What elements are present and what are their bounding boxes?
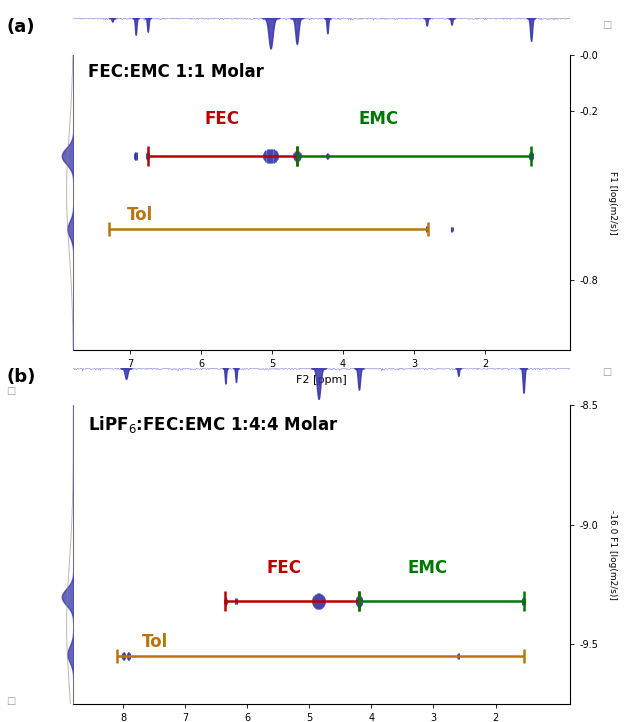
Text: □: □	[602, 367, 612, 377]
Text: FEC:EMC 1:1 Molar: FEC:EMC 1:1 Molar	[88, 64, 264, 82]
Text: FEC: FEC	[267, 560, 302, 578]
Text: Tol: Tol	[141, 632, 168, 651]
Text: (b): (b)	[6, 368, 36, 386]
Text: Tol: Tol	[127, 206, 153, 224]
Text: (a): (a)	[6, 18, 35, 36]
Text: EMC: EMC	[407, 560, 447, 578]
Text: LiPF$_6$:FEC:EMC 1:4:4 Molar: LiPF$_6$:FEC:EMC 1:4:4 Molar	[88, 414, 339, 435]
Text: □: □	[6, 696, 16, 706]
Text: EMC: EMC	[359, 110, 399, 128]
Text: FEC: FEC	[205, 110, 240, 128]
Text: □: □	[6, 386, 16, 396]
Y-axis label: F1 [log(m2/s)]: F1 [log(m2/s)]	[608, 170, 617, 234]
Text: □: □	[602, 20, 612, 30]
X-axis label: F2 [ppm]: F2 [ppm]	[296, 375, 347, 385]
Y-axis label: -16.0 F1 [log(m2/s)]: -16.0 F1 [log(m2/s)]	[608, 510, 617, 599]
